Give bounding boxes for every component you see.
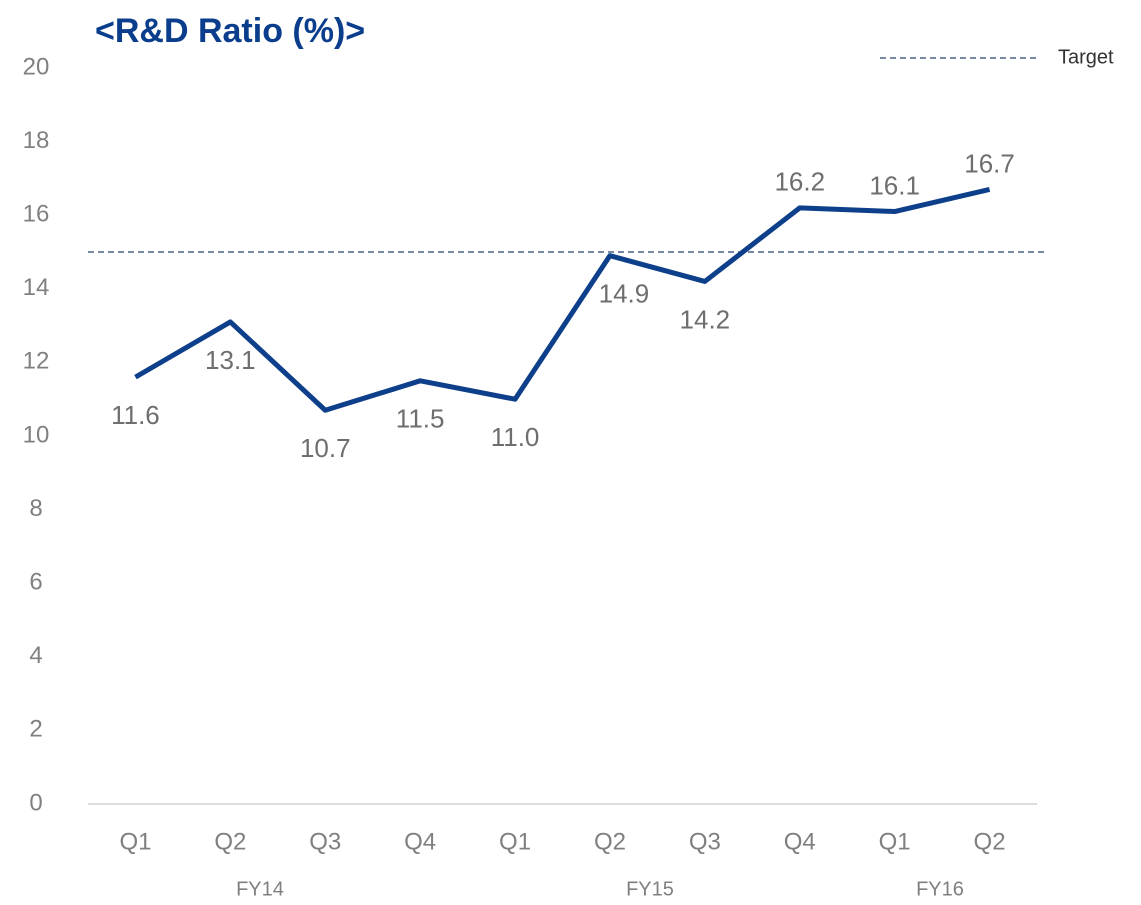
x-tick-label: Q2 [214, 828, 246, 855]
x-tick-label: Q3 [309, 828, 341, 855]
y-tick-label: 4 [29, 642, 42, 669]
data-label: 14.2 [680, 304, 731, 334]
x-tick-label: Q2 [594, 828, 626, 855]
y-tick-label: 18 [23, 127, 50, 154]
x-tick-label: Q1 [499, 828, 531, 855]
y-tick-label: 20 [23, 53, 50, 80]
y-tick-label: 8 [29, 495, 42, 522]
x-tick-label: Q4 [404, 828, 436, 855]
y-tick-label: 14 [23, 274, 50, 301]
y-tick-label: 2 [29, 716, 42, 743]
data-label: 16.1 [869, 170, 920, 200]
y-tick-label: 16 [23, 201, 50, 228]
legend-label: Target [1058, 46, 1114, 68]
y-tick-label: 10 [23, 421, 50, 448]
chart-title: <R&D Ratio (%)> [95, 12, 365, 50]
data-label: 16.2 [774, 167, 825, 197]
y-tick-label: 0 [29, 789, 42, 816]
x-tick-label: Q2 [974, 828, 1006, 855]
group-label: FY15 [626, 878, 674, 900]
data-label: 11.6 [111, 400, 160, 430]
x-tick-label: Q4 [784, 828, 816, 855]
data-line [134, 187, 991, 413]
y-tick-label: 12 [23, 348, 50, 375]
data-label: 14.9 [599, 279, 650, 309]
group-label: FY16 [916, 878, 964, 900]
group-label: FY14 [236, 878, 284, 900]
x-tick-label: Q3 [689, 828, 721, 855]
data-label: 11.0 [491, 422, 540, 452]
data-label: 10.7 [300, 433, 351, 463]
x-tick-label: Q1 [879, 828, 911, 855]
data-label: 11.5 [396, 404, 445, 434]
data-label: 13.1 [205, 345, 256, 375]
data-label: 16.7 [964, 148, 1015, 178]
x-tick-label: Q1 [119, 828, 151, 855]
y-tick-label: 6 [29, 569, 42, 596]
